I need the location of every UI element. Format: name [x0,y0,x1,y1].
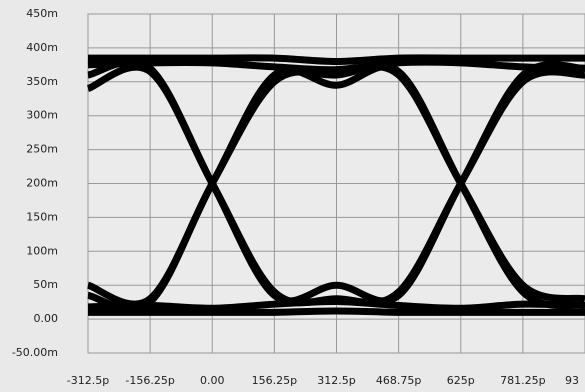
y-tick-label: 400m [26,41,58,54]
y-tick-label: 300m [26,109,58,122]
y-tick-label: 150m [26,210,58,223]
y-tick-label: 0.00 [34,312,59,325]
x-tick-label: 0.00 [200,374,225,387]
trace [87,63,585,313]
y-tick-label: 450m [26,7,58,20]
x-tick-label: 312.5p [317,374,355,387]
x-tick-label: -312.5p [67,374,109,387]
trace [87,307,585,316]
x-tick-label: 781.25p [500,374,545,387]
y-tick-label: 50m [33,278,58,291]
x-tick-label: 468.75p [376,374,421,387]
x-tick-label: 156.25p [252,374,297,387]
x-tick-label: 625p [447,374,475,387]
trace [87,58,585,74]
y-tick-label: 100m [26,244,58,257]
y-tick-label: 200m [26,177,58,190]
y-tick-label: -50.00m [12,346,58,359]
x-tick-label: 93 [565,374,579,387]
y-tick-label: 350m [26,75,58,88]
y-tick-label: 250m [26,143,58,156]
trace [86,63,585,307]
x-tick-label: -156.25p [125,374,174,387]
trace [87,54,585,65]
